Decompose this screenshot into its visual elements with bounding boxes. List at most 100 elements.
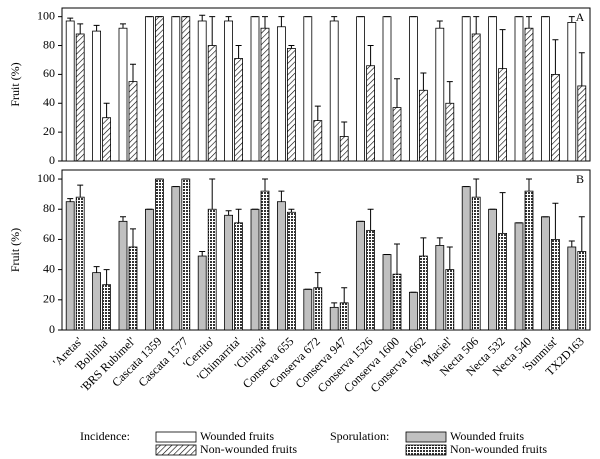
plot-frame — [61, 7, 591, 162]
y-tick-label: 60 — [43, 66, 55, 80]
plot-frame — [61, 169, 591, 331]
y-tick-label: 0 — [49, 322, 55, 336]
bar — [303, 288, 313, 331]
error-bar — [394, 78, 400, 108]
y-tick-label: 80 — [43, 37, 55, 51]
bar — [356, 220, 366, 331]
bar — [541, 16, 550, 162]
bar — [356, 16, 366, 162]
bar — [92, 30, 101, 162]
bar — [418, 255, 428, 331]
error-bar — [552, 202, 559, 240]
bar — [435, 245, 445, 331]
bar — [418, 89, 428, 162]
bar — [498, 232, 508, 331]
bar — [171, 186, 181, 331]
error-bar — [341, 287, 348, 303]
bar — [382, 254, 392, 331]
bar — [471, 196, 481, 331]
bar — [234, 222, 244, 331]
error-bar — [262, 178, 268, 192]
error-bar — [130, 63, 136, 82]
error-bar — [225, 210, 232, 216]
bar — [154, 178, 164, 331]
y-tick-label: 80 — [43, 201, 55, 215]
bar — [339, 136, 349, 162]
legend-swatch — [405, 444, 447, 456]
error-bar — [568, 240, 575, 247]
legend-title: Incidence: — [80, 429, 130, 443]
bar — [498, 68, 508, 162]
error-bar — [120, 23, 126, 29]
bar — [366, 229, 376, 331]
bar — [392, 107, 402, 162]
y-tick-label: 0 — [49, 153, 55, 167]
error-bar — [331, 16, 338, 21]
bar — [329, 20, 339, 162]
error-bar — [120, 216, 126, 222]
error-bar — [235, 208, 242, 223]
error-bar — [225, 16, 232, 21]
error-bar — [552, 39, 559, 75]
error-bar — [436, 237, 443, 246]
bar — [488, 16, 498, 162]
bar — [445, 102, 455, 162]
error-bar — [130, 228, 136, 247]
bar — [181, 16, 191, 162]
bar — [286, 48, 296, 162]
error-bar — [209, 178, 216, 210]
bar — [567, 246, 577, 331]
bar — [75, 33, 85, 162]
error-bar — [314, 105, 321, 121]
bar — [313, 287, 323, 331]
bar — [366, 65, 376, 162]
legend-swatch — [155, 431, 197, 443]
bar — [128, 246, 138, 331]
error-bar — [209, 16, 216, 46]
bar — [567, 22, 577, 162]
legend-title: Sporulation: — [330, 429, 389, 443]
bar — [102, 284, 111, 331]
bar — [551, 73, 560, 162]
bar — [471, 33, 481, 162]
y-tick-label: 100 — [37, 171, 55, 185]
error-bar — [526, 178, 532, 192]
error-bar — [499, 192, 506, 234]
bar — [65, 20, 75, 162]
error-bar — [67, 17, 74, 21]
panel-label: A — [576, 10, 585, 24]
bar — [435, 27, 445, 162]
legend-label: Non-wounded fruits — [450, 442, 547, 456]
bar — [154, 16, 164, 162]
bar — [250, 16, 260, 162]
bar — [445, 269, 455, 331]
error-bar — [262, 16, 268, 29]
error-bar — [314, 272, 321, 288]
error-bar — [526, 16, 532, 29]
error-bar — [446, 81, 453, 104]
bar — [382, 16, 392, 162]
error-bar — [341, 121, 348, 137]
bar — [118, 220, 128, 331]
bar — [260, 27, 270, 162]
legend-label: Wounded fruits — [450, 429, 524, 443]
bar — [207, 208, 217, 331]
error-bar — [420, 72, 427, 91]
bar — [102, 117, 111, 162]
error-bar — [367, 45, 374, 66]
error-bar — [93, 24, 100, 32]
y-tick-label: 20 — [43, 124, 55, 138]
error-bar — [568, 16, 575, 23]
bar — [514, 222, 524, 331]
bar — [541, 216, 550, 331]
bar — [75, 196, 85, 331]
error-bar — [67, 198, 74, 202]
error-bar — [288, 208, 295, 213]
legend-label: Wounded fruits — [200, 429, 274, 443]
bar — [224, 20, 234, 162]
error-bar — [436, 20, 443, 29]
error-bar — [367, 208, 374, 231]
bar — [144, 16, 154, 162]
error-bar — [278, 16, 285, 27]
